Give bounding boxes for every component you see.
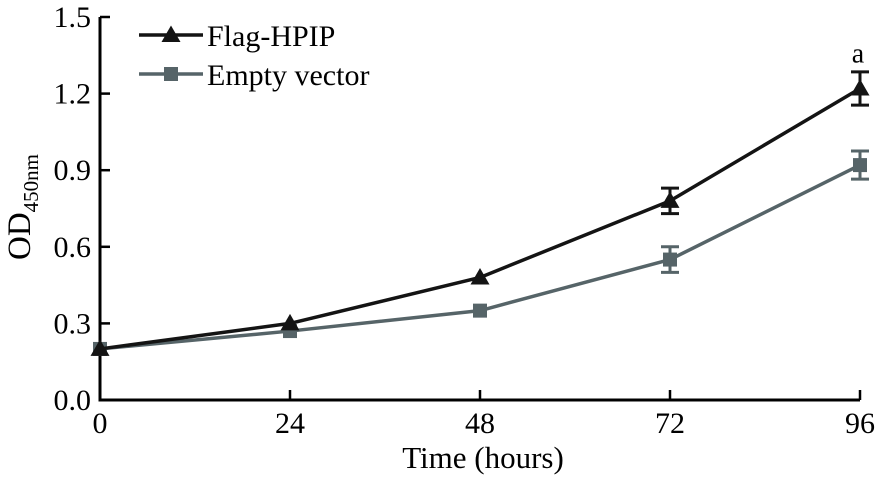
y-tick-label: 0.9 (54, 154, 92, 187)
y-tick-label: 0.0 (54, 384, 92, 417)
significance-annotation: a (852, 39, 865, 70)
y-tick-label: 0.6 (54, 231, 92, 264)
data-point-marker (663, 252, 677, 267)
series-line-empty-vector (99, 163, 861, 351)
data-point-marker (470, 267, 490, 285)
y-tick-label: 1.2 (54, 78, 92, 111)
data-point-marker (660, 191, 680, 208)
x-axis-title: Time (hours) (402, 440, 564, 475)
data-point-marker (473, 303, 487, 318)
data-point-marker (850, 78, 870, 96)
x-tick-label: 24 (275, 407, 305, 440)
x-tick-label: 48 (465, 407, 495, 440)
legend-label: Flag-HPIP (207, 20, 335, 53)
legend-label: Empty vector (207, 59, 369, 92)
legend-marker-triangle (161, 25, 181, 42)
y-axis-title: OD450nm (2, 154, 43, 260)
data-point-marker (90, 339, 110, 356)
x-tick-label: 96 (845, 407, 875, 440)
data-point-marker (853, 158, 867, 173)
x-tick-label: 72 (655, 407, 685, 440)
data-point-marker (280, 313, 300, 331)
y-tick-label: 1.5 (54, 1, 92, 34)
y-tick-label: 0.3 (54, 307, 92, 340)
legend-marker-square (164, 67, 178, 81)
x-tick-label: 0 (93, 407, 108, 440)
